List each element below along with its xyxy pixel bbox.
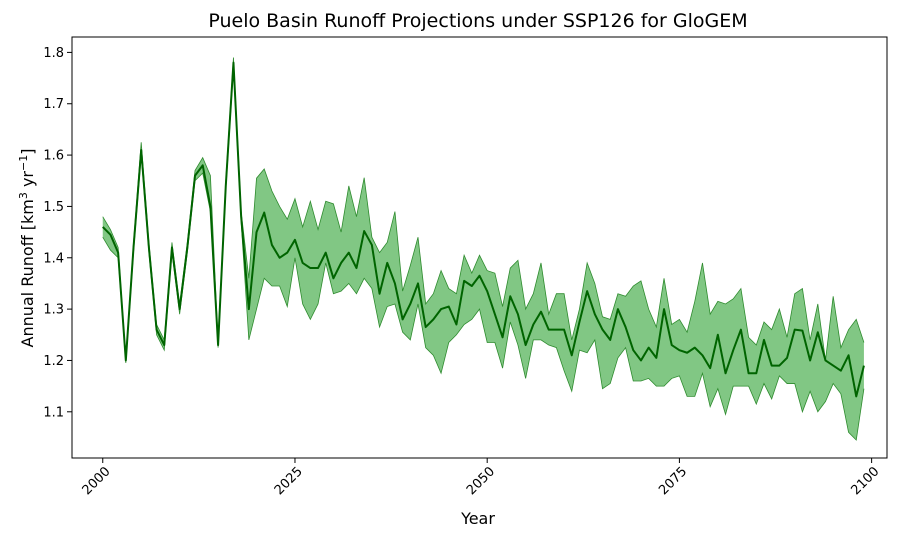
y-tick-label: 1.1 [43, 405, 64, 420]
x-axis-ticks: 2000 2025 2050 2075 2100 [80, 458, 882, 498]
y-tick-label: 1.6 [43, 149, 64, 164]
x-tick-label: 2000 [80, 464, 114, 498]
y-axis-ticks: 1.1 1.2 1.3 1.4 1.5 1.6 1.7 1.8 [43, 46, 72, 420]
x-tick-label: 2050 [464, 464, 498, 498]
plot-frame [71, 36, 888, 459]
chart-title: Puelo Basin Runoff Projections under SSP… [208, 10, 747, 32]
plot-area [102, 57, 865, 441]
x-tick-label: 2100 [848, 464, 882, 498]
y-tick-label: 1.8 [43, 46, 64, 61]
x-axis-label: Year [460, 509, 495, 528]
y-tick-label: 1.7 [43, 97, 64, 112]
mean-runoff-line [102, 61, 865, 398]
uncertainty-band [102, 57, 864, 441]
y-tick-label: 1.5 [43, 200, 64, 215]
y-tick-label: 1.4 [43, 251, 64, 266]
x-tick-label: 2025 [272, 464, 306, 498]
x-tick-label: 2075 [656, 464, 690, 498]
y-axis-label: Annual Runoff [km3 yr−1] [17, 149, 38, 348]
y-tick-label: 1.3 [43, 303, 64, 318]
y-tick-label: 1.2 [43, 354, 64, 369]
